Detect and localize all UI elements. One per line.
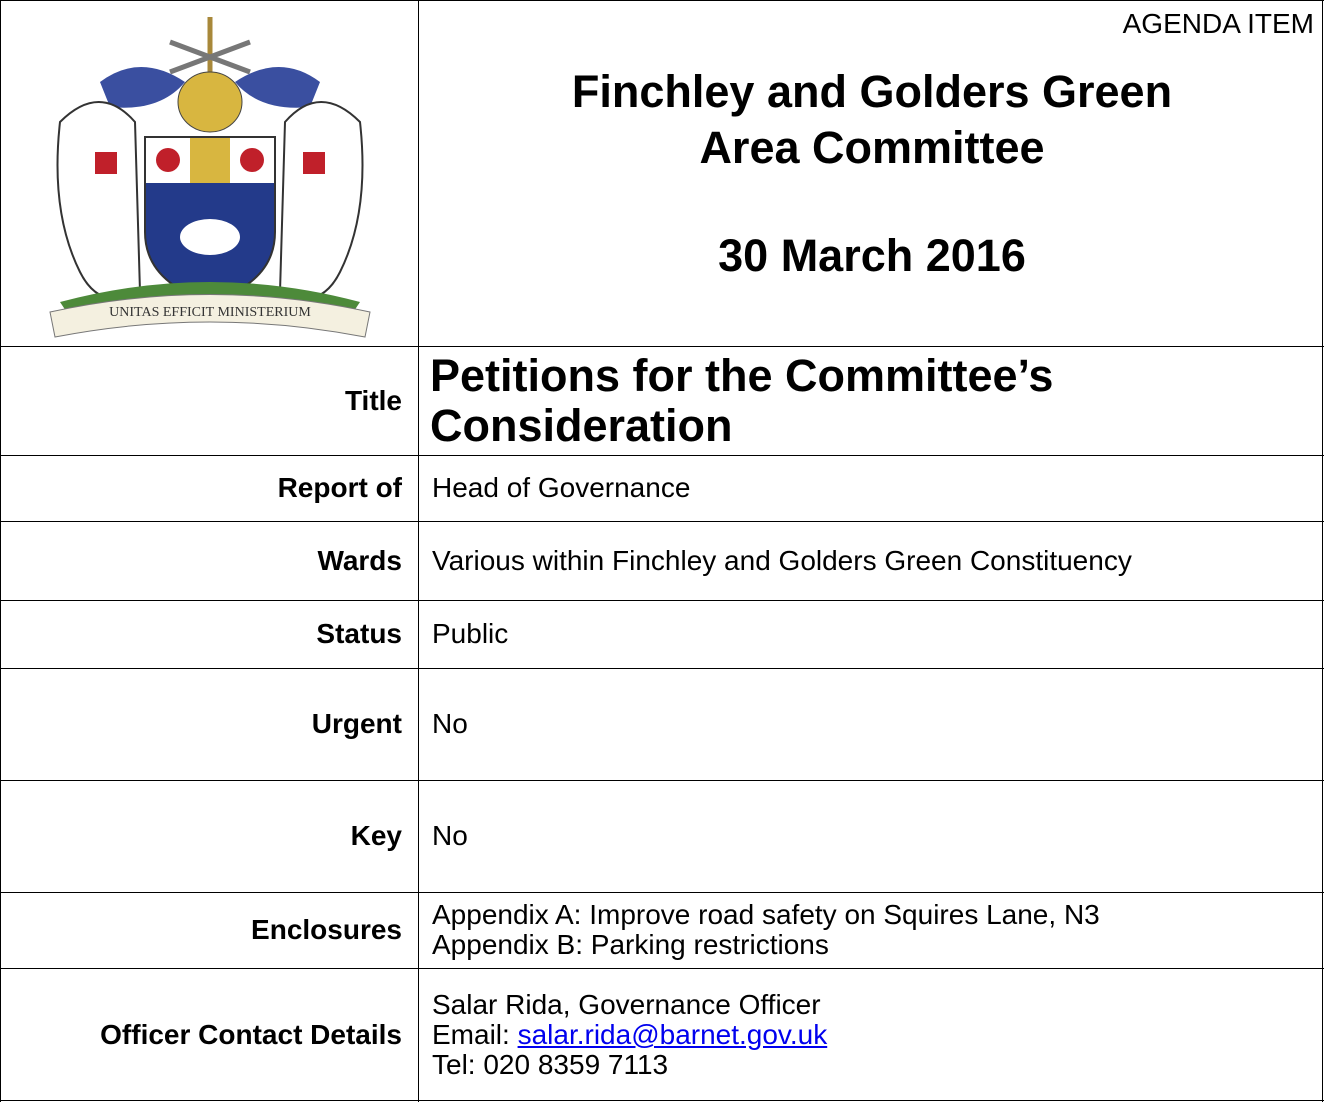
value-line: Appendix A: Improve road safety on Squir… [432,899,1100,930]
value-line: Appendix B: Parking restrictions [432,929,829,960]
motto: UNITAS EFFICIT MINISTERIUM [109,305,311,320]
value-line: Petitions for the Committee’s [430,349,1054,401]
value-line: Head of Governance [432,472,691,503]
value-line: Public [432,618,509,649]
row-label: Wards [317,544,402,576]
value-line: Various within Finchley and Golders Gree… [432,544,1132,576]
email-label: Email: [432,1019,510,1050]
row-border [0,600,1324,601]
committee-line: Finchley and Golders Green [571,66,1173,117]
row-value: Various within Finchley and Golders Gree… [432,521,1312,600]
row-value: Salar Rida, Governance Officer Email: sal… [432,968,1312,1102]
value-line: Email: salar.rida@barnet.gov.uk [432,1020,1312,1050]
row-label: Title [344,384,402,416]
value-line: Tel: 020 8359 7113 [432,1049,669,1080]
row-value: Head of Governance [432,455,1312,521]
row-value: Appendix A: Improve road safety on Squir… [432,892,1312,968]
row-border [0,668,1324,669]
agenda-item: AGENDA ITEM [1122,8,1314,39]
email-link[interactable]: salar.rida@barnet.gov.uk [517,1019,828,1050]
row-label: Officer Contact Details [100,1019,402,1050]
value-line: No [432,708,468,739]
row-border [0,521,1324,522]
row-border [0,455,1324,456]
row-border [0,780,1324,781]
row-label: Enclosures [251,914,402,945]
row-border [0,892,1324,893]
row-label: Status [316,618,402,649]
value-line: Salar Rida, Governance Officer [432,989,821,1020]
row-value: No [432,780,1312,892]
meeting-date: 30 March 2016 [718,230,1026,281]
value-line: Consideration [430,399,733,451]
committee-line: Area Committee [699,122,1045,173]
coat-of-arms: UNITAS EFFICIT MINISTERIUM [49,17,371,338]
row-label: Report of [277,472,402,503]
row-value: Public [432,600,1312,668]
row-value: No [432,668,1312,780]
row-value: Petitions for the Committee’s Considerati… [430,346,1310,455]
row-border [0,968,1324,969]
row-label: Urgent [311,708,402,739]
row-label: Key [350,820,402,851]
value-line: No [432,820,468,851]
row-border [0,346,1324,347]
